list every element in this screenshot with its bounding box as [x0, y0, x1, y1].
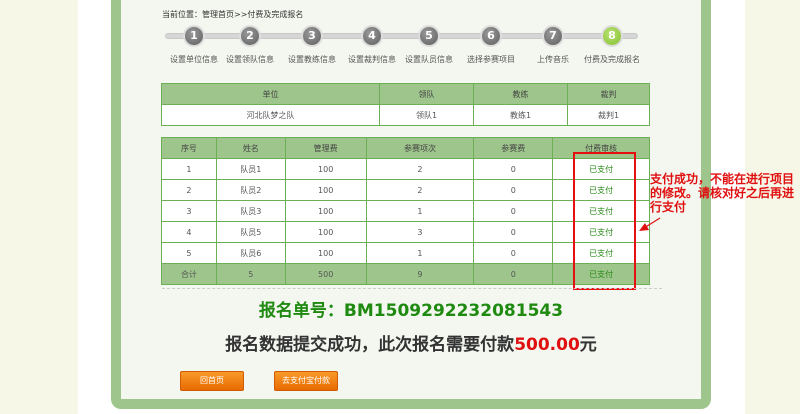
- step-track: [165, 33, 638, 39]
- table-row: 1 队员1 100 2 0 已支付: [161, 158, 650, 180]
- step-3-label: 设置教练信息: [288, 55, 336, 64]
- total-index-cell: 合计: [161, 263, 217, 285]
- arrow-head-icon: [639, 223, 649, 231]
- total-payment-status: 已支付: [552, 263, 650, 285]
- header-coach: 教练: [473, 83, 568, 105]
- table-row: 5 队员6 100 1 0 已支付: [161, 242, 650, 264]
- order-number: 报名单号：BM1509292232081543: [121, 296, 701, 321]
- step-6-label: 选择参赛项目: [467, 55, 515, 64]
- step-8-label: 付费及完成报名: [584, 55, 640, 64]
- step-8-circle: 8: [601, 25, 623, 47]
- message-text: 报名数据提交成功，此次报名需要付款: [225, 335, 515, 355]
- step-1-label: 设置单位信息: [170, 55, 218, 64]
- header-event-count: 参赛项次: [365, 137, 475, 159]
- order-label: 报名单号：: [258, 301, 344, 321]
- step-5-label: 设置队员信息: [405, 55, 453, 64]
- annotation-text: 支付成功，不能在进行项目的修改。请核对好之后再进行支付: [650, 172, 795, 214]
- amount-unit: 元: [579, 335, 597, 355]
- highlight-box: [573, 152, 636, 290]
- step-6-circle: 6: [480, 25, 502, 47]
- step-2-label: 设置领队信息: [226, 55, 274, 64]
- header-index: 序号: [161, 137, 217, 159]
- alipay-button[interactable]: 去支付宝付款: [274, 371, 338, 391]
- step-4-circle: 4: [361, 25, 383, 47]
- step-5-circle: 5: [418, 25, 440, 47]
- coach-name: 教练1: [473, 104, 568, 126]
- order-value: BM1509292232081543: [343, 301, 564, 321]
- breadcrumb: 当前位置：管理首页>>付费及完成报名: [162, 10, 304, 19]
- total-event-count-cell: 9: [365, 263, 475, 285]
- table-row: 3 队员3 100 1 0 已支付: [161, 200, 650, 222]
- step-2-circle: 2: [239, 25, 261, 47]
- step-1-circle: 1: [183, 25, 205, 47]
- header-referee: 裁判: [567, 83, 650, 105]
- home-button[interactable]: 回首页: [180, 371, 244, 391]
- divider: [162, 288, 662, 289]
- referee-name: 裁判1: [567, 104, 650, 126]
- table-row: 2 队员2 100 2 0 已支付: [161, 179, 650, 201]
- step-4-label: 设置裁判信息: [348, 55, 396, 64]
- step-7-circle: 7: [542, 25, 564, 47]
- step-7-label: 上传音乐: [537, 55, 569, 64]
- payment-amount: 500.00: [514, 335, 580, 355]
- total-entry-fee-cell: 0: [473, 263, 554, 285]
- header-entry-fee: 参赛费: [473, 137, 554, 159]
- total-mgmt-fee-cell: 500: [284, 263, 367, 285]
- unit-table: 单位 领队 教练 裁判 河北队梦之队 领队1 教练1 裁判1: [161, 83, 650, 126]
- step-3-circle: 3: [301, 25, 323, 47]
- table-row: 4 队员5 100 3 0 已支付: [161, 221, 650, 243]
- total-row: 合计 5 500 9 0 已支付: [161, 263, 650, 285]
- fee-table: 序号 姓名 管理费 参赛项次 参赛费 付费审核 1 队员1 100 2 0 已支付 2 队员2 100 2 0…: [161, 137, 650, 285]
- header-name: 姓名: [215, 137, 286, 159]
- success-message: 报名数据提交成功，此次报名需要付款500.00元: [121, 330, 701, 355]
